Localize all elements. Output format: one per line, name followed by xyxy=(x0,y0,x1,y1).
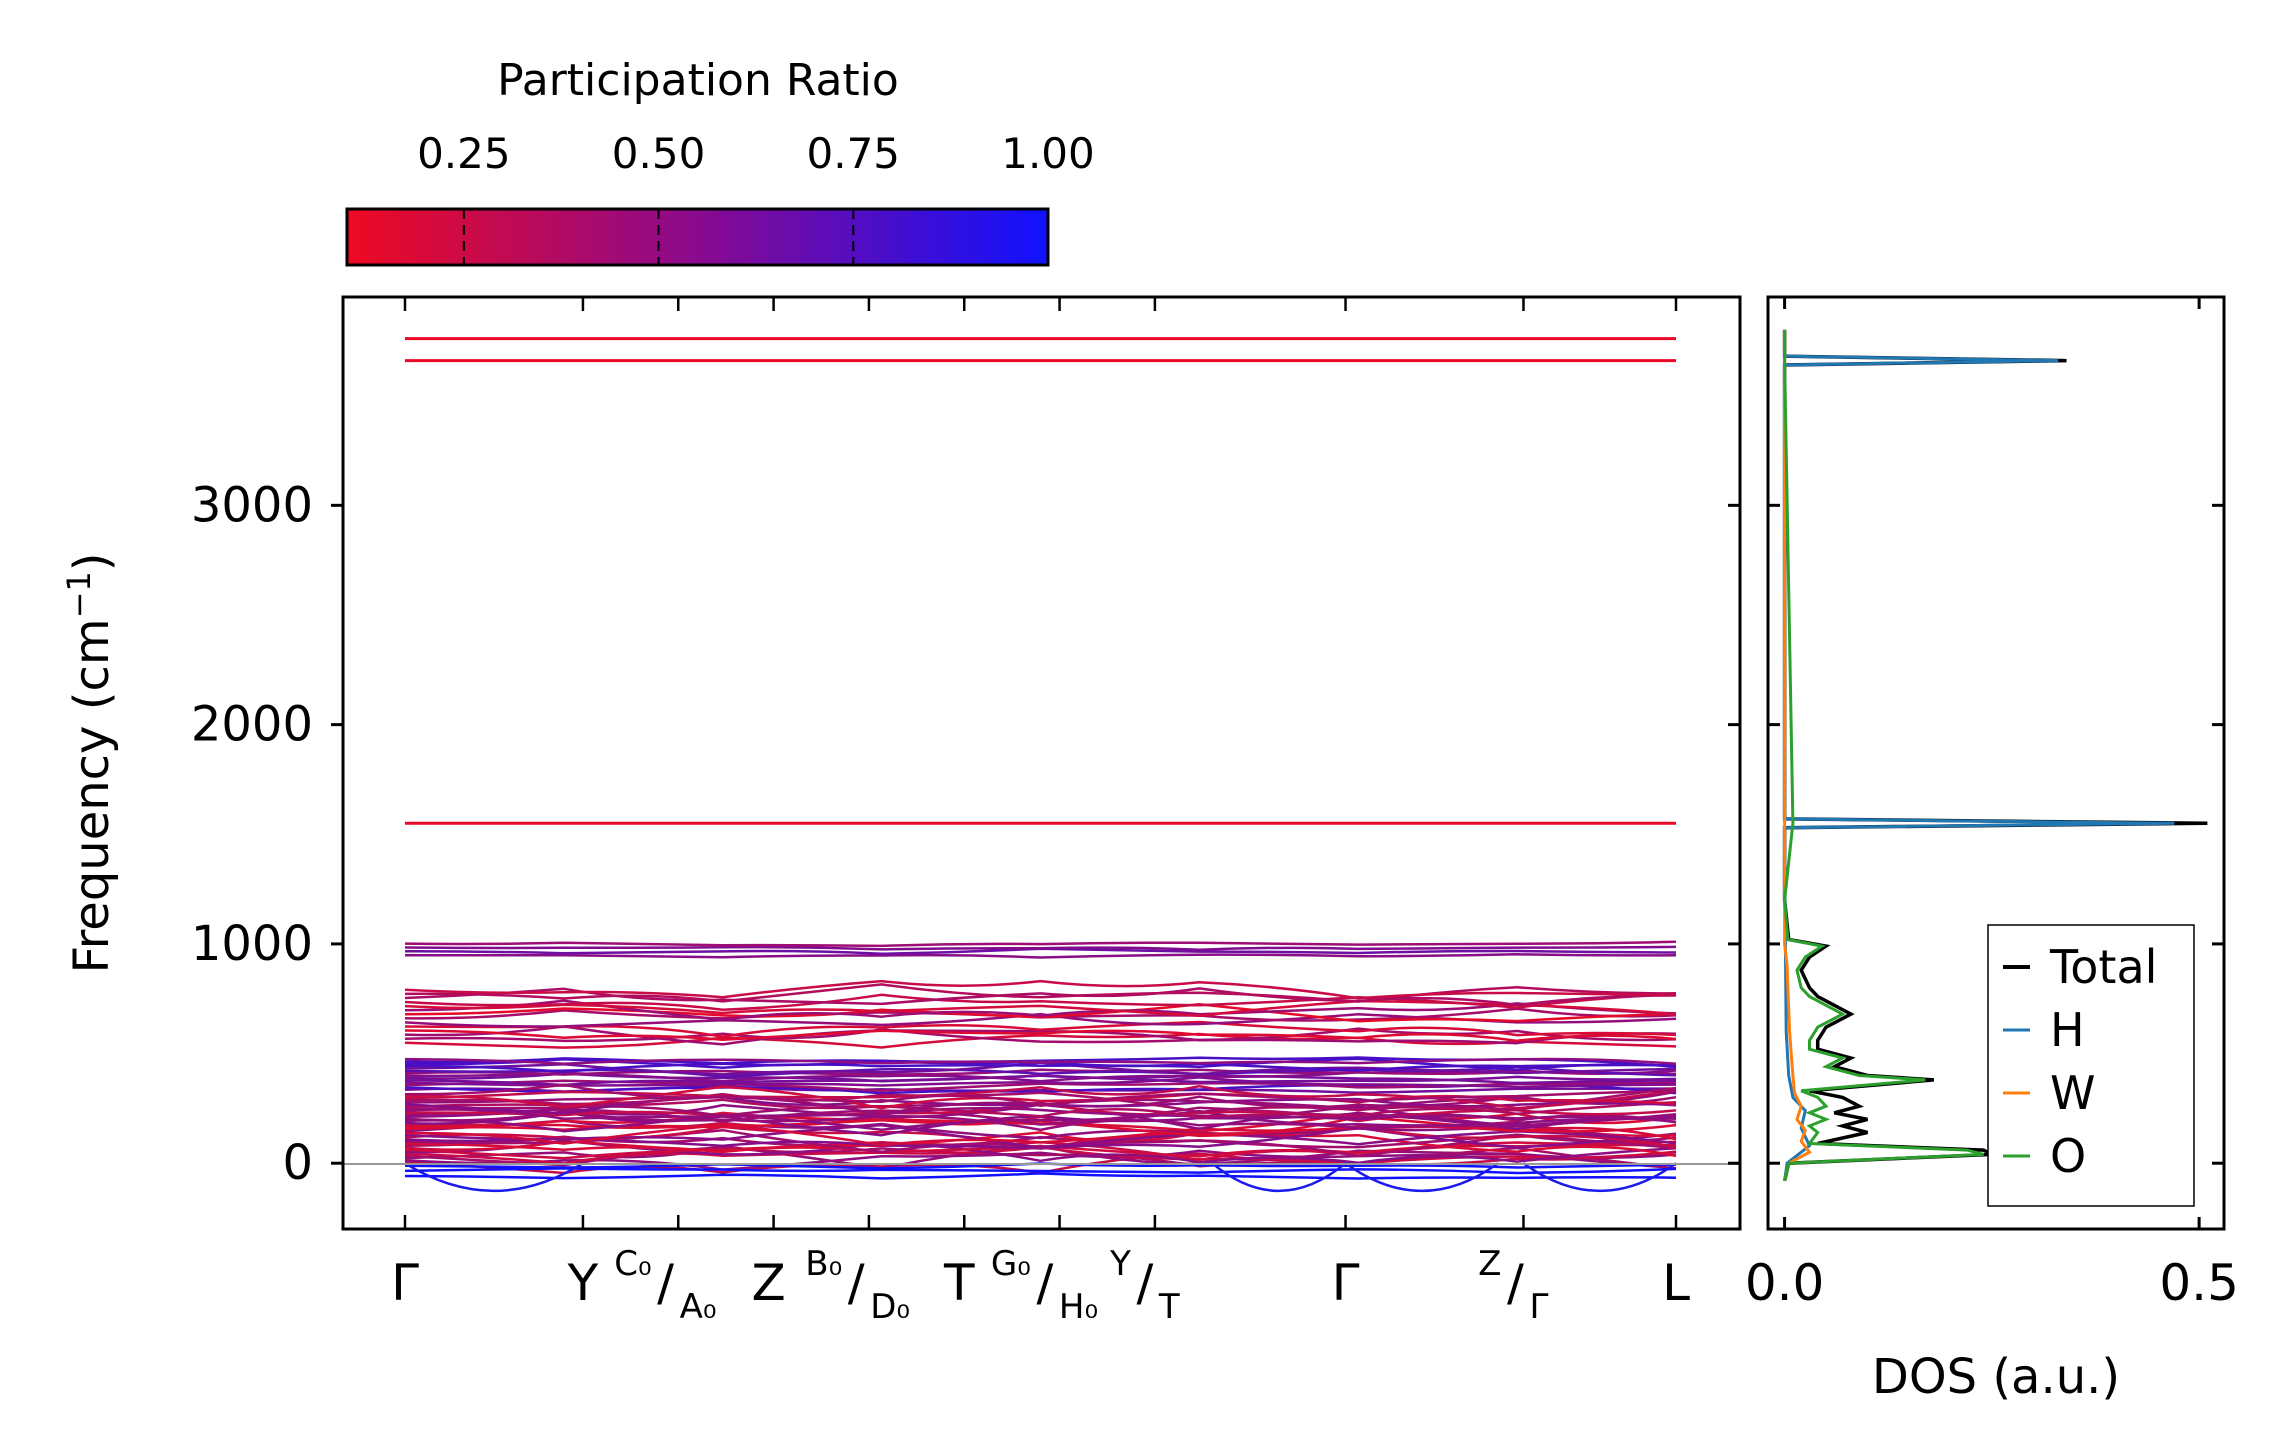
legend-label-total: Total xyxy=(2049,940,2157,994)
band-line xyxy=(404,1086,1677,1114)
kpath-ticks: Γ Y C₀ / A₀ Z B₀ / D₀ T G₀ / H₀Y / T Γ Z / Γ L xyxy=(391,297,1690,1327)
k-label-slash: / xyxy=(657,1254,674,1312)
band-line xyxy=(404,1083,1677,1108)
k-label-slash: / xyxy=(848,1254,865,1312)
band-line xyxy=(404,1167,1677,1175)
y-axis-label: Frequency (cm−1) xyxy=(60,552,120,973)
band-line xyxy=(404,1146,1677,1170)
legend-label-h: H xyxy=(2050,1003,2085,1057)
y-axis-label-end: ) xyxy=(64,552,120,571)
dos-ticks: 0.0 0.5 xyxy=(1745,297,2239,1312)
k-label-sup: B₀ xyxy=(805,1244,842,1284)
k-label: Γ xyxy=(391,1254,419,1312)
k-label-slash: / xyxy=(1136,1254,1153,1312)
k-label-sup: C₀ xyxy=(614,1244,651,1284)
band-line xyxy=(404,1106,1677,1123)
dos-frame xyxy=(1766,295,2226,1231)
band-line xyxy=(404,1025,1677,1046)
dos-series-w xyxy=(1783,329,1812,1182)
band-line xyxy=(404,1065,1677,1078)
colorbar-gradient xyxy=(345,207,1050,267)
dos-x-tick-label: 0.0 xyxy=(1745,1254,1825,1312)
k-composite-label: Z / Γ xyxy=(1478,1244,1548,1327)
k-label: T xyxy=(943,1254,975,1312)
y-tick-label: 3000 xyxy=(191,477,313,533)
band-line xyxy=(404,1032,1677,1049)
k-composite-label: Y / T xyxy=(1109,1244,1180,1327)
colorbar-tick-label: 1.00 xyxy=(1001,129,1095,178)
colorbar: Participation Ratio 0.25 0.50 0.75 1.00 xyxy=(345,55,1095,267)
k-label: Γ xyxy=(1332,1254,1360,1312)
colorbar-tick-label: 0.50 xyxy=(612,129,706,178)
y-axis-label-text: Frequency (cm xyxy=(64,618,120,973)
dos-x-tick-label: 0.5 xyxy=(2159,1254,2239,1312)
y-tick-label: 1000 xyxy=(191,916,313,972)
band-line xyxy=(404,1057,1677,1066)
k-label-sub: H₀ xyxy=(1059,1287,1098,1327)
colorbar-title: Participation Ratio xyxy=(497,55,899,106)
band-line xyxy=(404,1139,1677,1165)
dos-lines xyxy=(1782,329,2208,1182)
k-label-sub: T xyxy=(1158,1287,1180,1327)
k-composite-label: B₀ / D₀ xyxy=(805,1244,910,1327)
k-composite-label: G₀ / H₀ xyxy=(991,1244,1098,1327)
y-tick-label: 2000 xyxy=(191,697,313,753)
colorbar-tick-label: 0.75 xyxy=(807,129,901,178)
k-label-slash: / xyxy=(1507,1254,1524,1312)
legend-label-o: O xyxy=(2050,1129,2086,1183)
band-line xyxy=(404,945,1677,952)
k-label-sup: G₀ xyxy=(991,1244,1031,1284)
k-label-sub: A₀ xyxy=(680,1287,717,1327)
band-line xyxy=(404,1020,1677,1038)
band-line xyxy=(404,1131,1677,1158)
band-line xyxy=(404,992,1677,1011)
legend-box xyxy=(1987,924,2195,1207)
acoustic-band xyxy=(1211,1162,1347,1192)
band-line xyxy=(404,1027,1677,1044)
band-line xyxy=(404,1068,1677,1076)
dos-x-axis-label: DOS (a.u.) xyxy=(1872,1349,2120,1405)
acoustic-band xyxy=(1344,1162,1499,1193)
acoustic-band xyxy=(404,1162,584,1193)
band-line xyxy=(404,983,1677,1003)
k-label: Z xyxy=(751,1254,785,1312)
acoustic-band xyxy=(1522,1162,1677,1193)
k-composite-label: C₀ / A₀ xyxy=(614,1244,716,1327)
k-label-slash: / xyxy=(1036,1254,1053,1312)
band-line xyxy=(404,979,1677,1000)
band-line xyxy=(404,1149,1677,1171)
legend-label-w: W xyxy=(2050,1066,2095,1120)
dos-axes: 0.0 0.5 DOS (a.u.) Total HWO xyxy=(1745,295,2239,1405)
dos-series-o xyxy=(1783,329,1984,1182)
band-y-ticks: 0 1000 2000 3000 xyxy=(191,477,1740,1191)
band-line xyxy=(404,1172,1677,1180)
k-label-sub: D₀ xyxy=(870,1287,910,1327)
band-line xyxy=(404,1029,1677,1043)
band-frame xyxy=(341,295,1742,1231)
band-line xyxy=(404,953,1677,959)
dos-series-h xyxy=(1783,329,2175,1182)
y-tick-label: 0 xyxy=(282,1135,313,1191)
legend: Total HWO xyxy=(1987,924,2195,1207)
legend-items: Total HWO xyxy=(2003,940,2157,1183)
k-label: Y xyxy=(567,1254,599,1312)
y-axis-label-sup: −1 xyxy=(60,571,98,618)
k-label-sub: Γ xyxy=(1529,1287,1548,1327)
k-label: L xyxy=(1662,1254,1690,1312)
k-label-sup: Y xyxy=(1109,1244,1131,1284)
colorbar-ticks: 0.25 0.50 0.75 1.00 xyxy=(417,129,1095,265)
band-lines xyxy=(404,337,1677,1193)
band-line xyxy=(404,940,1677,948)
k-label-sup: Z xyxy=(1478,1244,1501,1284)
colorbar-tick-label: 0.25 xyxy=(417,129,511,178)
